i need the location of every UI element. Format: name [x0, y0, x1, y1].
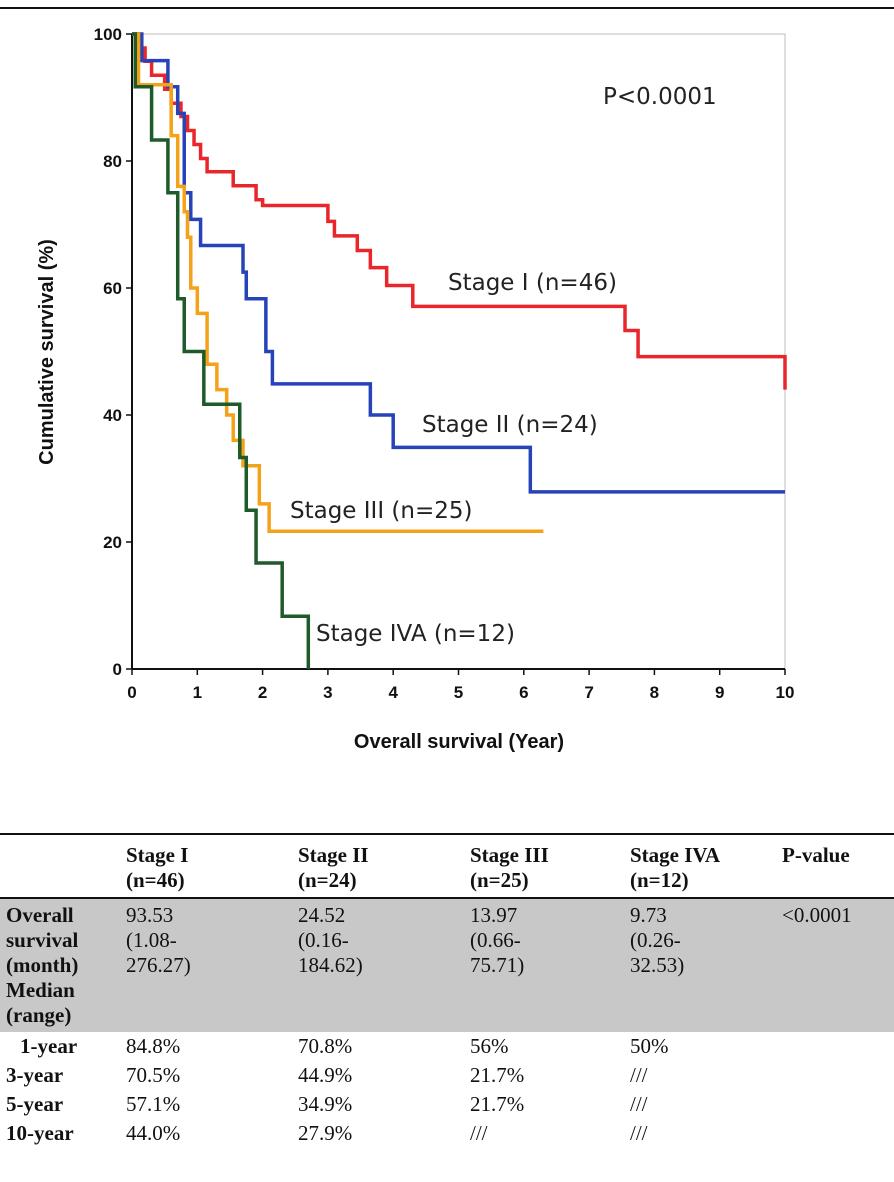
- table-row: 3-year 70.5% 44.9% 21.7% ///: [0, 1061, 894, 1090]
- header-stage-i: Stage I (n=46): [126, 843, 189, 892]
- median-stage-ii: 24.52 (0.16- 184.62): [292, 898, 464, 1032]
- x-tick-label: 9: [715, 683, 724, 702]
- x-tick-label: 2: [258, 683, 267, 702]
- p-value-annotation: P<0.0001: [603, 84, 717, 110]
- x-tick-label: 0: [127, 683, 136, 702]
- median-p-value: <0.0001: [776, 898, 894, 1032]
- rate-stage-iva: ///: [630, 1121, 648, 1145]
- rate-stage-iva: ///: [630, 1092, 648, 1116]
- rate-stage-iii: 21.7%: [470, 1063, 525, 1087]
- x-tick-label: 7: [584, 683, 593, 702]
- median-stage-iva: 9.73 (0.26- 32.53): [624, 898, 776, 1032]
- y-tick-label: 100: [94, 25, 122, 44]
- x-tick-label: 1: [193, 683, 202, 702]
- median-row-label: Overall survival (month) Median (range): [0, 898, 120, 1032]
- rate-row-label: 10-year: [6, 1121, 74, 1145]
- rate-p-value: [776, 1119, 894, 1148]
- rate-stage-iva: 50%: [630, 1034, 669, 1058]
- rate-stage-ii: 34.9%: [298, 1092, 353, 1116]
- y-tick-label: 40: [103, 406, 122, 425]
- rate-stage-i: 70.5%: [126, 1063, 181, 1087]
- legend-label-stage-iva: Stage IVA (n=12): [316, 621, 515, 647]
- rate-stage-i: 84.8%: [126, 1034, 181, 1058]
- rate-stage-iii: 21.7%: [470, 1092, 525, 1116]
- rate-stage-i: 44.0%: [126, 1121, 181, 1145]
- survival-curve-stage-iva: [132, 32, 311, 669]
- median-stage-iii: 13.97 (0.66- 75.71): [464, 898, 624, 1032]
- legend-label-stage-i: Stage I (n=46): [448, 270, 617, 296]
- rate-stage-i: 57.1%: [126, 1092, 181, 1116]
- x-tick-label: 3: [323, 683, 332, 702]
- rate-p-value: [776, 1032, 894, 1061]
- rate-p-value: [776, 1061, 894, 1090]
- rate-row-label: 1-year: [20, 1034, 78, 1058]
- median-row: Overall survival (month) Median (range) …: [0, 898, 894, 1032]
- header-stage-iva: Stage IVA (n=12): [630, 843, 721, 892]
- table-header-row: Stage I (n=46) Stage II (n=24) Stage III (n…: [0, 834, 894, 898]
- y-tick-label: 0: [113, 660, 122, 679]
- rate-stage-ii: 70.8%: [298, 1034, 353, 1058]
- rate-stage-iva: ///: [630, 1063, 648, 1087]
- y-tick-label: 20: [103, 533, 122, 552]
- plot-frame: [131, 33, 786, 670]
- legend-label-stage-iii: Stage III (n=25): [290, 498, 473, 524]
- survival-table: Stage I (n=46) Stage II (n=24) Stage III (n…: [0, 833, 894, 1148]
- table-row: 5-year 57.1% 34.9% 21.7% ///: [0, 1090, 894, 1119]
- header-stage-iii: Stage III (n=25): [470, 843, 549, 892]
- legend-label-stage-ii: Stage II (n=24): [422, 412, 598, 438]
- x-axis-title: Overall survival (Year): [354, 731, 564, 753]
- table-row: 10-year 44.0% 27.9% /// ///: [0, 1119, 894, 1148]
- x-tick-label: 4: [388, 683, 398, 702]
- header-p-value: P-value: [782, 843, 850, 867]
- median-stage-i: 93.53 (1.08- 276.27): [120, 898, 292, 1032]
- x-tick-label: 8: [650, 683, 659, 702]
- y-axis-title: Cumulative survival (%): [36, 239, 58, 465]
- rate-row-label: 3-year: [6, 1063, 64, 1087]
- survival-curves: [132, 32, 787, 669]
- top-rule: [0, 7, 894, 9]
- y-tick-label: 80: [103, 152, 122, 171]
- rate-row-label: 5-year: [6, 1092, 64, 1116]
- y-tick-label: 60: [103, 279, 122, 298]
- x-tick-label: 10: [776, 683, 795, 702]
- x-tick-label: 5: [454, 683, 463, 702]
- x-tick-label: 6: [519, 683, 528, 702]
- rate-stage-ii: 27.9%: [298, 1121, 353, 1145]
- rate-p-value: [776, 1090, 894, 1119]
- rate-stage-iii: ///: [470, 1121, 488, 1145]
- chart-axes: [126, 33, 786, 675]
- table-row: 1-year 84.8% 70.8% 56% 50%: [0, 1032, 894, 1061]
- rate-stage-iii: 56%: [470, 1034, 509, 1058]
- rate-stage-ii: 44.9%: [298, 1063, 353, 1087]
- header-stage-ii: Stage II (n=24): [298, 843, 369, 892]
- header-empty: [0, 834, 120, 898]
